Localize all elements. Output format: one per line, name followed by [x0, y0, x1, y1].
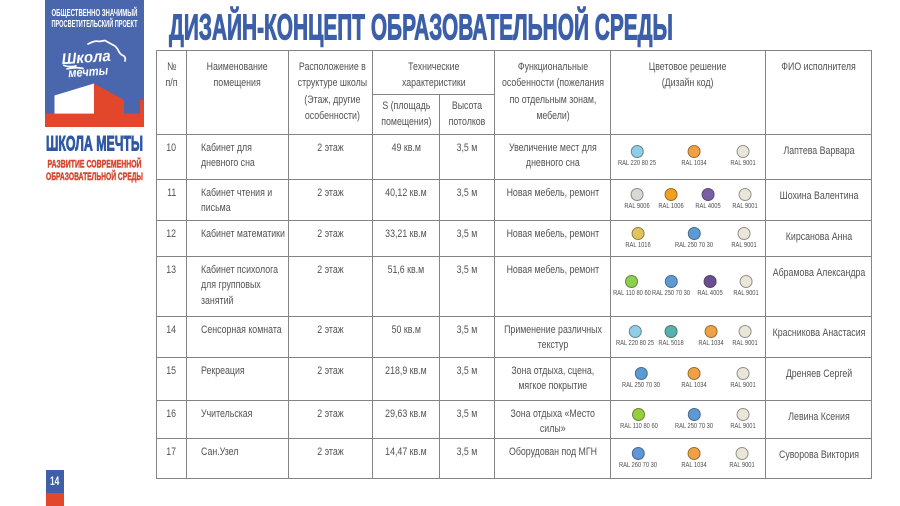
svg-text:ОБРАЗОВАТЕЛЬНОЙ СРЕДЫ: ОБРАЗОВАТЕЛЬНОЙ СРЕДЫ [46, 170, 143, 183]
svg-text:Школа: Школа [61, 48, 111, 68]
svg-text:ПРОСВЕТИТЕЛЬСКИЙ ПРОЕКТ: ПРОСВЕТИТЕЛЬСКИЙ ПРОЕКТ [52, 17, 138, 30]
svg-text:ОБЩЕСТВЕННО ЗНАЧИМЫЙ: ОБЩЕСТВЕННО ЗНАЧИМЫЙ [52, 6, 138, 19]
svg-text:мечты: мечты [68, 64, 109, 81]
svg-text:ДИЗАЙН-КОНЦЕПТ ОБРАЗОВАТЕЛЬНОЙ: ДИЗАЙН-КОНЦЕПТ ОБРАЗОВАТЕЛЬНОЙ СРЕДЫ [169, 5, 673, 47]
svg-text:ШКОЛА МЕЧТЫ: ШКОЛА МЕЧТЫ [46, 132, 143, 155]
svg-text:РАЗВИТИЕ СОВРЕМЕННОЙ: РАЗВИТИЕ СОВРЕМЕННОЙ [48, 157, 142, 170]
